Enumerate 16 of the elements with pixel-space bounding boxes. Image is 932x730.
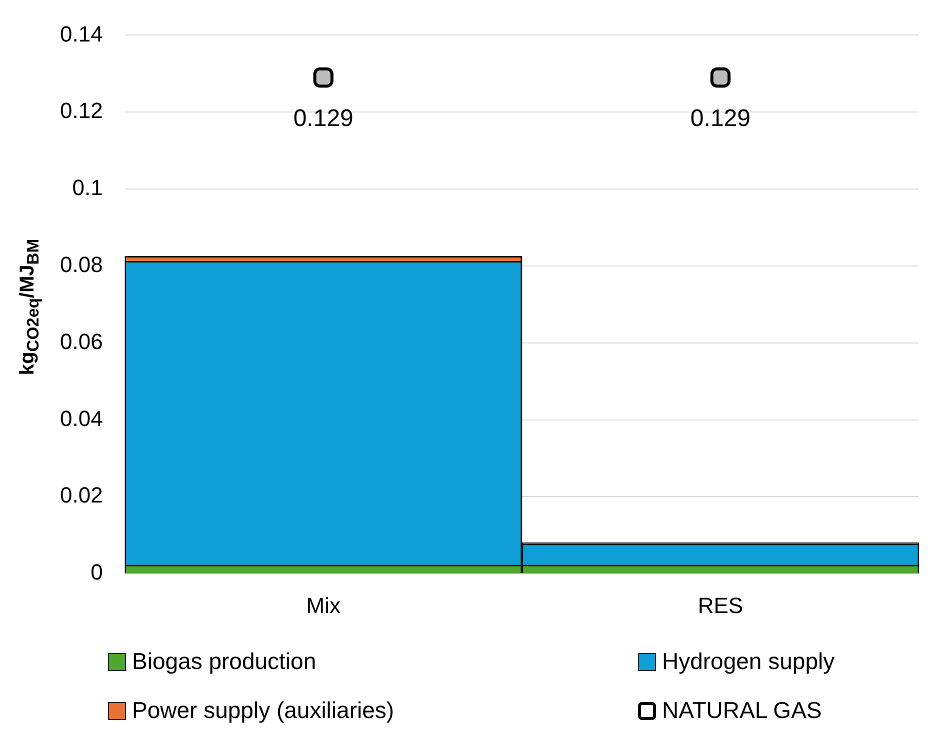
y-tick-label: 0.06 [60,328,103,354]
data-label: 0.129 [293,105,354,132]
data-label: 0.129 [690,105,750,132]
legend-label: Power supply (auxiliaries) [132,697,394,724]
y-tick-label: 0 [90,560,103,585]
legend-label: Biogas production [132,648,316,675]
x-tick-label: Mix [306,592,340,618]
legend-label: Hydrogen supply [662,648,835,675]
x-tick-label: RES [698,592,744,618]
legend-label: NATURAL GAS [662,697,822,724]
y-tick-label: 0.14 [60,21,103,46]
y-tick-label: 0.02 [60,482,103,508]
y-tick-label: 0.12 [60,98,103,124]
y-tick-label: 0.04 [60,406,103,431]
y-tick-label: 0.1 [72,175,103,200]
y-tick-label: 0.08 [60,252,103,278]
